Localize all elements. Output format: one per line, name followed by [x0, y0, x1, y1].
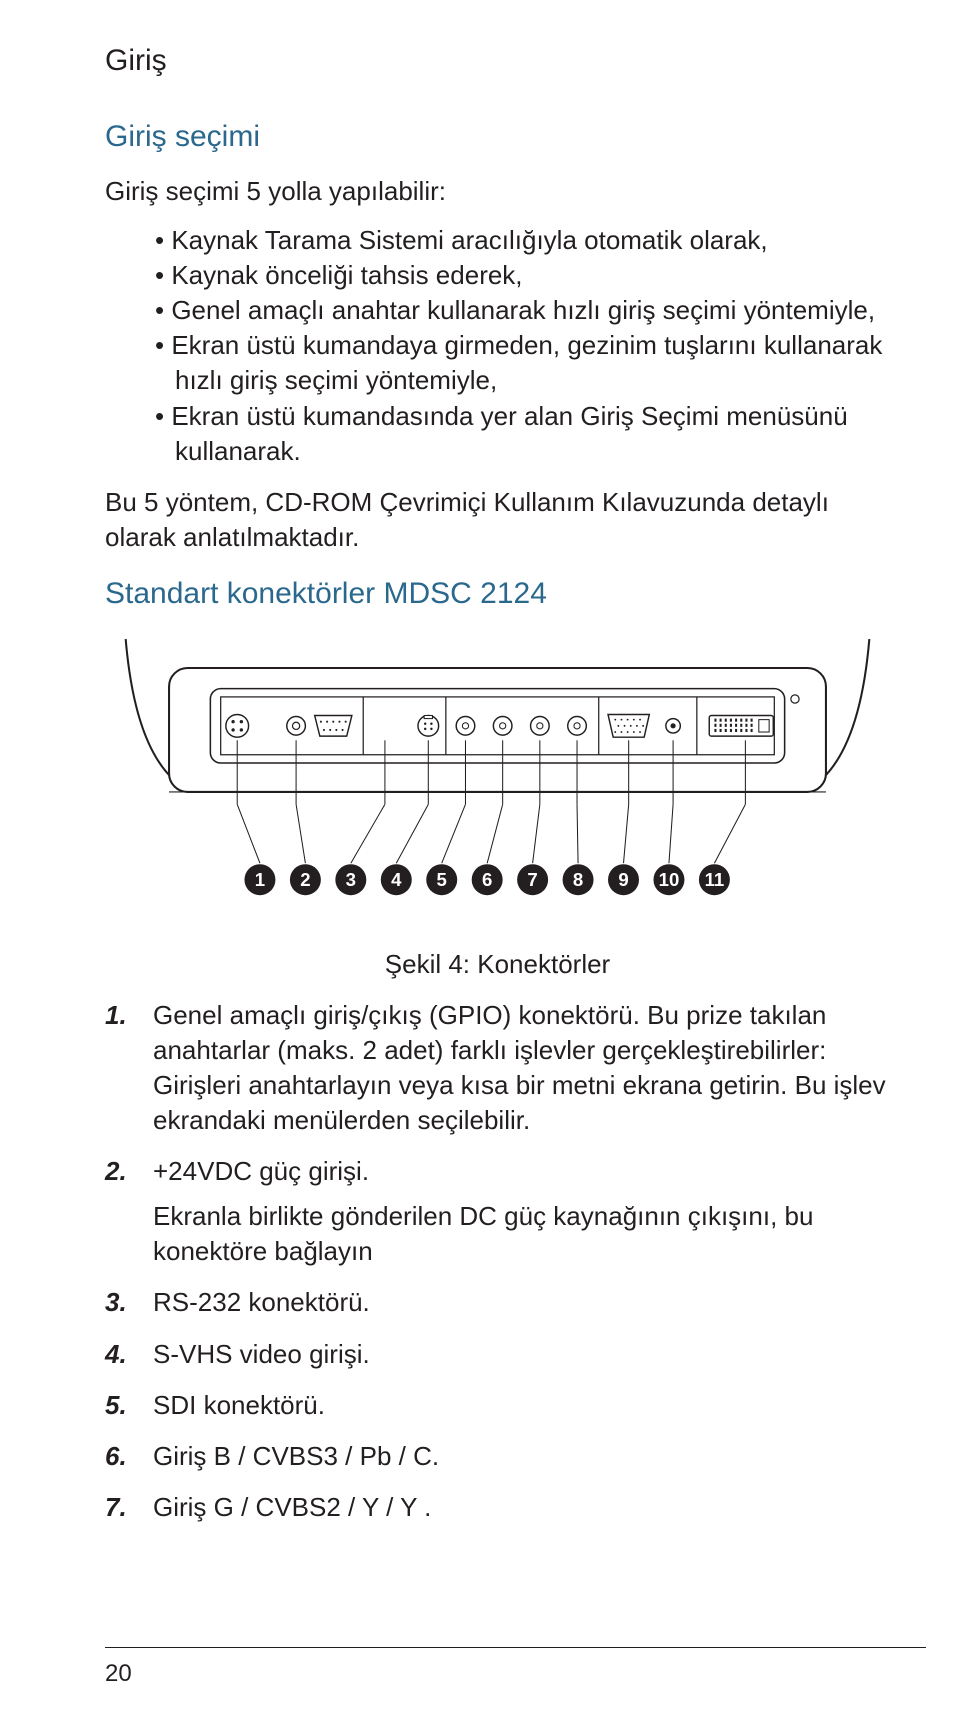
list-text: Giriş B / CVBS3 / Pb / C. — [153, 1439, 890, 1474]
list-item: 6. Giriş B / CVBS3 / Pb / C. — [105, 1439, 890, 1474]
after-bullets-text: Bu 5 yöntem, CD-ROM Çevrimiçi Kullanım K… — [105, 485, 890, 555]
svg-text:1: 1 — [255, 869, 265, 890]
connector-diagram: 1 2 3 4 5 6 7 8 9 10 11 — [105, 637, 890, 921]
list-item: 4. S-VHS video girişi. — [105, 1337, 890, 1372]
page-number: 20 — [105, 1660, 132, 1688]
list-item: 7. Giriş G / CVBS2 / Y / Y . — [105, 1490, 890, 1525]
list-text: SDI konektörü. — [153, 1388, 890, 1423]
list-text: +24VDC güç girişi. — [153, 1154, 890, 1189]
bullet-item: Genel amaçlı anahtar kullanarak hızlı gi… — [155, 293, 890, 328]
list-item: 3. RS-232 konektörü. — [105, 1285, 890, 1320]
bullet-item: Kaynak Tarama Sistemi aracılığıyla otoma… — [155, 223, 890, 258]
list-item: 1. Genel amaçlı giriş/çıkış (GPIO) konek… — [105, 998, 890, 1138]
svg-text:8: 8 — [573, 869, 583, 890]
list-item: 2. +24VDC güç girişi. — [105, 1154, 890, 1189]
figure-caption: Şekil 4: Konektörler — [105, 949, 890, 980]
footer-rule — [105, 1647, 926, 1648]
list-num: 1. — [105, 998, 153, 1138]
numbered-list-cont: 3. RS-232 konektörü. 4. S-VHS video giri… — [105, 1285, 890, 1524]
bullet-item: Kaynak önceliği tahsis ederek, — [155, 258, 890, 293]
page: Giriş Giriş seçimi Giriş seçimi 5 yolla … — [0, 0, 960, 1724]
svg-text:7: 7 — [527, 869, 537, 890]
list-num: 4. — [105, 1337, 153, 1372]
svg-text:6: 6 — [482, 869, 492, 890]
list-item: 5. SDI konektörü. — [105, 1388, 890, 1423]
list-text: RS-232 konektörü. — [153, 1285, 890, 1320]
svg-text:3: 3 — [346, 869, 356, 890]
list-subtext: Ekranla birlikte gönderilen DC güç kayna… — [105, 1199, 890, 1269]
svg-text:11: 11 — [705, 869, 725, 890]
bullet-item: Ekran üstü kumandaya girmeden, gezinim t… — [155, 328, 890, 398]
svg-text:2: 2 — [300, 869, 310, 890]
svg-text:10: 10 — [659, 869, 680, 890]
svg-text:4: 4 — [391, 869, 402, 890]
list-num: 3. — [105, 1285, 153, 1320]
running-head: Giriş — [105, 44, 890, 78]
list-text: Genel amaçlı giriş/çıkış (GPIO) konektör… — [153, 998, 890, 1138]
connectors-title: Standart konektörler MDSC 2124 — [105, 577, 890, 611]
list-num: 5. — [105, 1388, 153, 1423]
svg-text:9: 9 — [618, 869, 628, 890]
bullet-item: Ekran üstü kumandasında yer alan Giriş S… — [155, 399, 890, 469]
list-num: 6. — [105, 1439, 153, 1474]
list-num: 2. — [105, 1154, 153, 1189]
svg-text:5: 5 — [437, 869, 447, 890]
list-num: 7. — [105, 1490, 153, 1525]
bullet-list: Kaynak Tarama Sistemi aracılığıyla otoma… — [105, 223, 890, 469]
list-text: S-VHS video girişi. — [153, 1337, 890, 1372]
numbered-list: 1. Genel amaçlı giriş/çıkış (GPIO) konek… — [105, 998, 890, 1189]
diagram-svg: 1 2 3 4 5 6 7 8 9 10 11 — [105, 637, 890, 916]
section-title: Giriş seçimi — [105, 120, 890, 154]
intro-text: Giriş seçimi 5 yolla yapılabilir: — [105, 174, 890, 209]
list-text: Giriş G / CVBS2 / Y / Y . — [153, 1490, 890, 1525]
